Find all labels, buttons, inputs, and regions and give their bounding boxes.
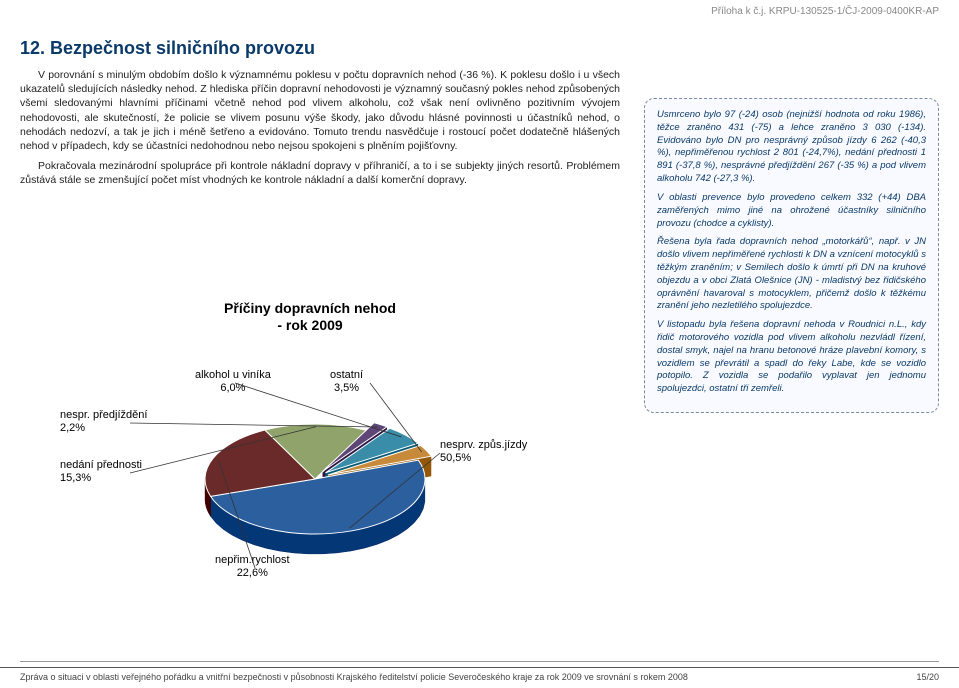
footer-text: Zpráva o situaci v oblasti veřejného poř… [20, 672, 688, 682]
sidebar-p3: Řešena byla řada dopravních nehod „motor… [657, 236, 926, 313]
main-body-text: V porovnání s minulým obdobím došlo k vý… [20, 68, 620, 193]
chart-slice-label: nesprv. způs.jízdy50,5% [440, 439, 527, 465]
chart-slice-label: nespr. předjíždění2,2% [60, 409, 147, 435]
paragraph-1: V porovnání s minulým obdobím došlo k vý… [20, 68, 620, 153]
chart-title-line2: - rok 2009 [277, 317, 342, 333]
section-title: 12. Bezpečnost silničního provozu [20, 38, 315, 59]
chart-title: Příčiny dopravních nehod - rok 2009 [60, 300, 560, 334]
pie-chart: Příčiny dopravních nehod - rok 2009 nesp… [60, 300, 560, 600]
sidebar-p1: Usmrceno bylo 97 (-24) osob (nejnižší ho… [657, 109, 926, 186]
chart-slice-label: ostatní3,5% [330, 369, 363, 395]
header-reference: Příloha k č.j. KRPU-130525-1/ČJ-2009-040… [711, 6, 939, 17]
paragraph-2: Pokračovala mezinárodní spolupráce při k… [20, 159, 620, 187]
chart-area: nesprv. způs.jízdy50,5% nepřim.rychlost22… [60, 344, 560, 584]
footer-page-number: 15/20 [916, 672, 939, 682]
page-footer: Zpráva o situaci v oblasti veřejného poř… [0, 667, 959, 688]
sidebar-callout: Usmrceno bylo 97 (-24) osob (nejnižší ho… [644, 98, 939, 413]
chart-title-line1: Příčiny dopravních nehod [224, 300, 396, 316]
sidebar-p2: V oblasti prevence bylo provedeno celkem… [657, 192, 926, 230]
chart-slice-label: nedání přednosti15,3% [60, 459, 142, 485]
chart-slice-label: alkohol u viníka6,0% [195, 369, 271, 395]
sidebar-p4: V listopadu byla řešena dopravní nehoda … [657, 319, 926, 396]
chart-slice-label: nepřim.rychlost22,6% [215, 554, 290, 580]
footer-divider [20, 661, 939, 662]
